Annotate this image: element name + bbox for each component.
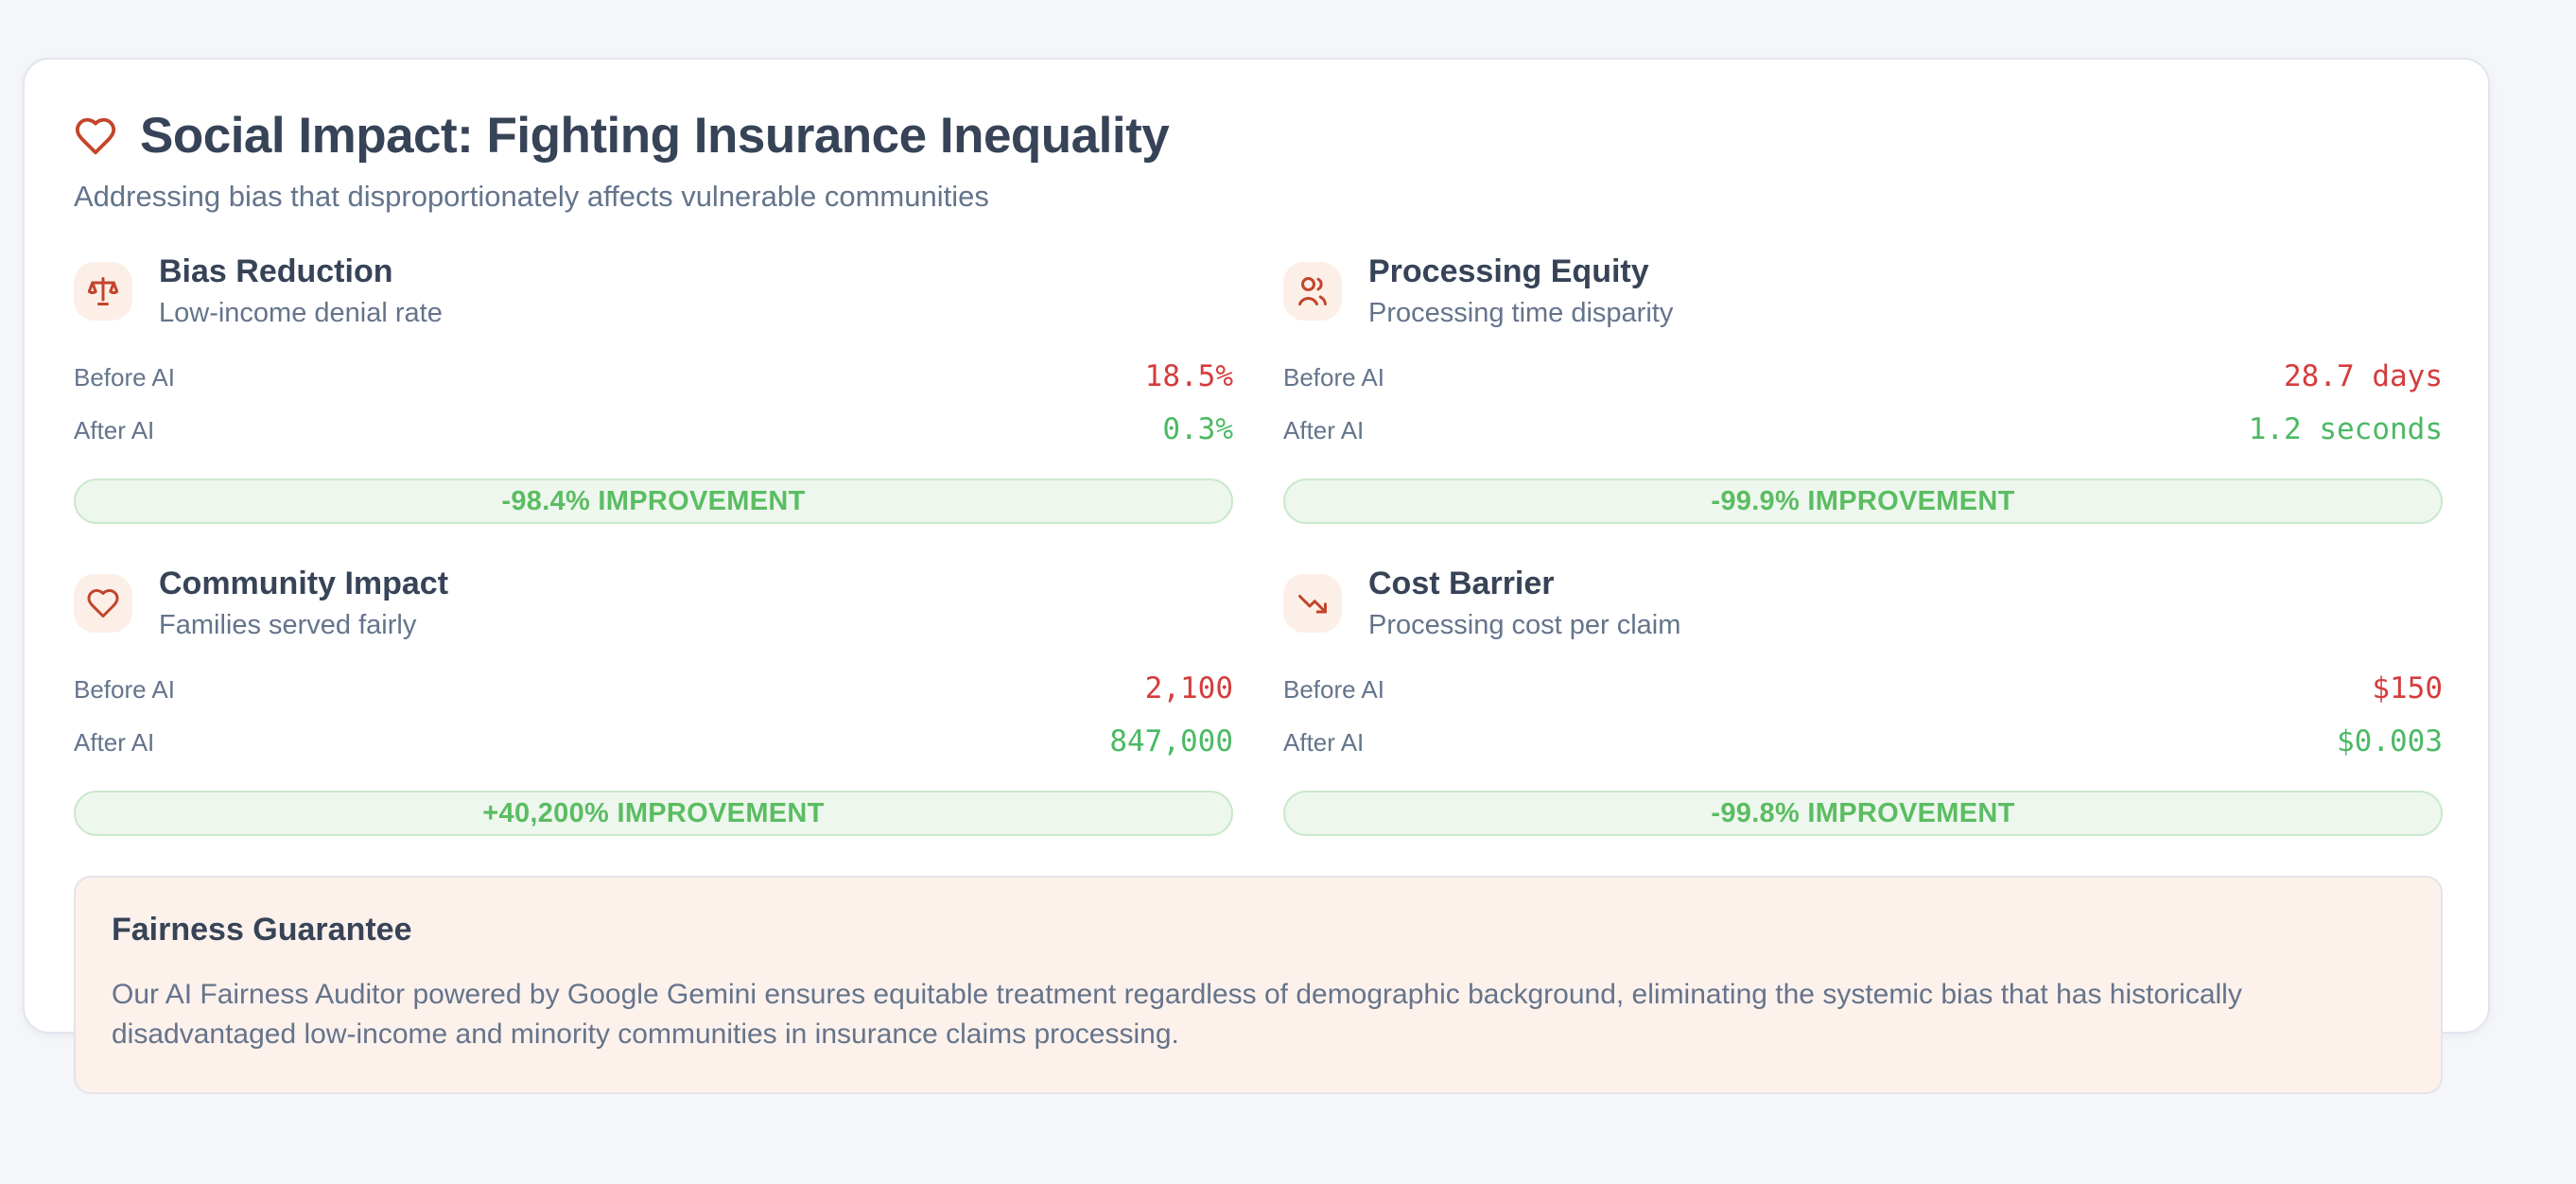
panel-header: Social Impact: Fighting Insurance Inequa… [74,107,2443,165]
improvement-badge: -99.9% IMPROVEMENT [1283,479,2443,524]
trending-down-icon [1283,574,1342,633]
before-row: Before AI 28.7 days [1283,350,2443,403]
after-value: $0.003 [2337,724,2443,758]
page-title: Social Impact: Fighting Insurance Inequa… [140,108,1170,164]
before-row: Before AI $150 [1283,662,2443,715]
before-label: Before AI [1283,675,1384,704]
before-row: Before AI 2,100 [74,662,1233,715]
users-icon [1283,262,1342,321]
after-value: 0.3% [1162,412,1233,446]
before-row: Before AI 18.5% [74,350,1233,403]
after-row: After AI $0.003 [1283,715,2443,768]
scale-icon [74,262,132,321]
metric-name: Bias Reduction [159,253,393,289]
metric-name: Community Impact [159,566,449,601]
fairness-guarantee-title: Fairness Guarantee [112,912,412,948]
after-label: After AI [74,416,155,444]
heart-icon [74,114,117,158]
metric-description: Low-income denial rate [159,298,443,328]
after-row: After AI 0.3% [74,403,1233,456]
before-value: 18.5% [1144,359,1233,393]
after-value: 847,000 [1109,724,1233,758]
metric-name: Processing Equity [1368,253,1649,289]
before-label: Before AI [1283,363,1384,392]
improvement-badge: +40,200% IMPROVEMENT [74,791,1233,836]
metric-card-community-impact: Community Impact Families served fairly … [74,566,1233,836]
metric-card-cost-barrier: Cost Barrier Processing cost per claim B… [1283,566,2443,836]
before-value: 2,100 [1144,671,1233,705]
metric-description: Processing cost per claim [1368,610,1681,640]
metric-description: Families served fairly [159,610,417,640]
metric-name: Cost Barrier [1368,566,1555,601]
fairness-guarantee-body: Our AI Fairness Auditor powered by Googl… [112,979,2242,1050]
after-label: After AI [1283,416,1365,444]
after-row: After AI 1.2 seconds [1283,403,2443,456]
metrics-grid: Bias Reduction Low-income denial rate Be… [74,253,2443,836]
metric-card-bias-reduction: Bias Reduction Low-income denial rate Be… [74,253,1233,524]
page-subtitle: Addressing bias that disproportionately … [74,180,989,213]
after-label: After AI [74,728,155,757]
before-label: Before AI [74,675,175,704]
metric-description: Processing time disparity [1368,298,1674,328]
heart-icon [74,574,132,633]
before-label: Before AI [74,363,175,392]
social-impact-panel: Social Impact: Fighting Insurance Inequa… [23,58,2490,1094]
before-value: $150 [2372,671,2443,705]
after-row: After AI 847,000 [74,715,1233,768]
metric-card-processing-equity: Processing Equity Processing time dispar… [1283,253,2443,524]
fairness-guarantee-box: Fairness Guarantee Our AI Fairness Audit… [74,876,2443,1094]
before-value: 28.7 days [2284,359,2443,393]
after-label: After AI [1283,728,1365,757]
improvement-badge: -98.4% IMPROVEMENT [74,479,1233,524]
improvement-badge: -99.8% IMPROVEMENT [1283,791,2443,836]
after-value: 1.2 seconds [2248,412,2443,446]
